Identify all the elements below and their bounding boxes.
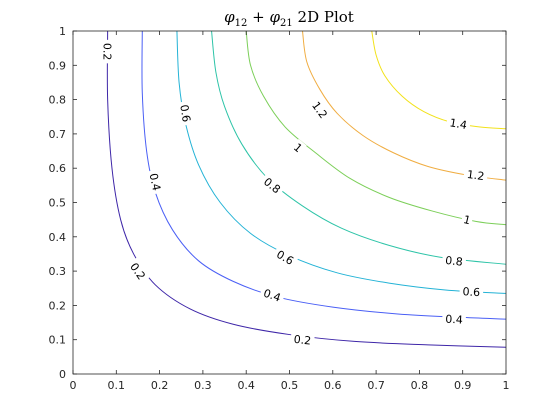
x-tick-label: 0.6 (324, 379, 342, 392)
x-tick-label: 0.5 (281, 379, 299, 392)
contour-label-group: 0.2 (290, 331, 315, 348)
title-plus: + (247, 8, 269, 26)
x-tick-label: 0.1 (108, 379, 126, 392)
title-sub-1: 12 (235, 18, 248, 29)
contour-label-bg (459, 284, 484, 300)
x-tick-label: 0.7 (367, 379, 385, 392)
contour-label: 0.4 (445, 313, 463, 327)
contour-label: 0.6 (462, 285, 480, 299)
title-phi-2: φ (270, 8, 281, 26)
contour-label-bg (125, 257, 151, 285)
title-phi-1: φ (224, 8, 235, 26)
x-tick-label: 0.3 (194, 379, 212, 392)
x-tick-label: 0 (70, 379, 77, 392)
title-suffix: 2D Plot (293, 8, 354, 26)
y-tick-label: 0.8 (49, 94, 67, 107)
y-tick-label: 0 (59, 368, 66, 381)
contour-label-group: 1.2 (463, 166, 489, 184)
contour-label-bg (290, 331, 315, 348)
y-tick-label: 0.4 (49, 231, 67, 244)
contour-line-1 (245, 30, 507, 226)
contour-label-bg (271, 245, 299, 270)
contour-label-bg (100, 39, 115, 64)
contour-label-group: 0.6 (459, 284, 484, 300)
x-tick-label: 0.9 (454, 379, 472, 392)
contour-label: 0.2 (101, 43, 114, 61)
contour-label-bg (258, 284, 286, 306)
contour-label: 0.4 (147, 172, 163, 192)
contour-label: 1 (462, 213, 472, 227)
contour-label-bg (445, 114, 472, 133)
contour-label: 0.6 (177, 104, 193, 123)
contour-line-0-4 (141, 30, 507, 320)
contour-line-0-8 (211, 30, 507, 265)
contour-label-bg (145, 168, 165, 195)
y-tick-label: 0.9 (49, 59, 67, 72)
contour-label-bg (289, 138, 307, 157)
contour-label-group: 1 (289, 138, 307, 157)
x-axis-ticks: 0 0.1 0.2 0.3 0.4 0.5 0.6 0.7 0.8 0.9 1 (70, 31, 510, 392)
chart-title: φ12 + φ21 2D Plot (224, 8, 354, 29)
contour-label-bg (441, 311, 467, 327)
plot-area (73, 31, 506, 374)
y-tick-label: 1 (59, 25, 66, 38)
y-tick-label: 0.3 (49, 265, 67, 278)
contour-label-bg (258, 172, 286, 199)
y-tick-label: 0.1 (49, 334, 67, 347)
contour-labels: 0.20.20.20.40.40.40.60.60.60.80.8111.21.… (100, 39, 489, 348)
x-tick-label: 0.2 (151, 379, 169, 392)
y-axis-ticks: 0 0.1 0.2 0.3 0.4 0.5 0.6 0.7 0.8 0.9 1 (49, 25, 506, 381)
contour-label-group: 0.6 (176, 100, 195, 127)
contour-label: 1.2 (466, 168, 485, 183)
contour-label-bg (307, 96, 333, 124)
contour-label-group: 0.4 (258, 284, 286, 306)
contour-label-group: 0.8 (441, 252, 467, 269)
contour-label-group: 0.4 (441, 311, 467, 327)
y-tick-label: 0.6 (49, 162, 67, 175)
contour-label-group: 0.4 (145, 168, 165, 195)
contour-label-bg (441, 252, 467, 269)
contour-label: 0.2 (293, 333, 312, 348)
title-sub-2: 21 (280, 18, 293, 29)
contour-label: 0.8 (445, 254, 464, 269)
contour-line-1-2 (301, 30, 507, 181)
x-tick-label: 1 (503, 379, 510, 392)
y-tick-label: 0.2 (49, 299, 67, 312)
y-tick-label: 0.7 (49, 128, 67, 141)
contour-label-group: 1 (460, 211, 474, 228)
x-tick-label: 0.4 (237, 379, 255, 392)
x-tick-label: 0.8 (411, 379, 429, 392)
contour-label-group: 1.4 (445, 114, 472, 133)
axes-box (72, 30, 507, 375)
contour-line-1-4 (371, 30, 507, 130)
contour-label-bg (460, 211, 474, 228)
contour-label-bg (463, 166, 489, 184)
contour-label-group: 0.2 (100, 39, 115, 64)
contour-label: 1.4 (449, 116, 468, 132)
contour-line-0-2 (106, 30, 507, 348)
contour-label: 0.4 (262, 287, 283, 305)
y-tick-label: 0.5 (49, 197, 67, 210)
contour-label-bg (176, 100, 195, 127)
